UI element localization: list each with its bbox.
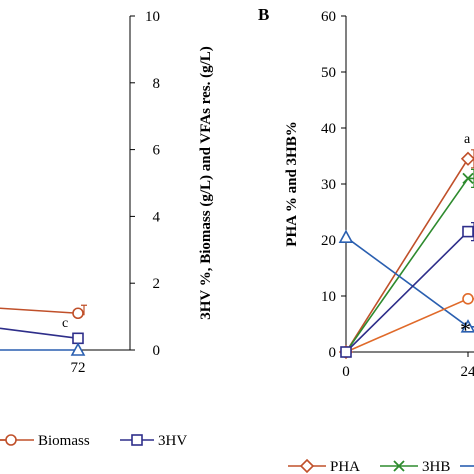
- panel-b-y-tick-label: 50: [321, 65, 336, 81]
- panel-b-series: [338, 149, 474, 360]
- legend-right-swatch-marker: [393, 460, 405, 472]
- panel-b-error-bar: [471, 222, 474, 242]
- panel-b-y-tick-label: 0: [329, 345, 337, 361]
- panel-b-y-tick-label: 30: [321, 177, 336, 193]
- panel-b-label: B: [258, 5, 269, 24]
- panel-b-y-ticks: 0 10 20 30 40 50 60: [321, 9, 346, 361]
- panel-a-series-line: [0, 307, 79, 315]
- legend-right-label: 3HB: [422, 459, 450, 474]
- panel-a-error-bar: [81, 304, 87, 316]
- panel-b-y-tick-label: 40: [321, 121, 336, 137]
- legend-left-label: 3HV: [158, 433, 187, 449]
- legend-left: Biomass 3HV: [0, 433, 187, 449]
- panel-a-series-line: [0, 327, 79, 340]
- panel-b-point: [462, 225, 474, 238]
- panel-b-y-tick-label: 60: [321, 9, 336, 25]
- panel-b-point: [338, 229, 354, 243]
- legend-right-swatch-marker: [299, 458, 315, 474]
- legend-left-swatch-marker: [5, 434, 17, 446]
- panel-a-y-tick-label: 6: [153, 143, 161, 159]
- legend-left-label: Biomass: [38, 433, 90, 449]
- panel-a-series: [0, 304, 87, 356]
- panel-b-series-line: [345, 177, 474, 353]
- panel-b-annotation-a: a: [464, 132, 471, 147]
- panel-a-y-tick-label: 10: [145, 9, 160, 25]
- panel-b-y-tick-label: 10: [321, 289, 336, 305]
- panel-b-error-bar: [471, 168, 474, 188]
- panel-a-x-tick-label: 72: [71, 360, 86, 376]
- panel-a: 72 0 2 4 6 8 10 3HV %, Biomass (g/L) and VFAs…: [0, 9, 214, 376]
- legend-right-label: PHA: [330, 459, 360, 474]
- panel-b-point: [340, 346, 352, 358]
- panel-a-y-tick-label: 4: [153, 209, 161, 225]
- panel-b-series-line: [345, 158, 474, 353]
- panel-b-point: [460, 319, 474, 333]
- panel-b-y-axis-label: PHA % and 3HB%: [284, 121, 300, 246]
- panel-b: B 0 24 0 10 20 30 40 50 60 PHA % and 3HB% a *: [258, 5, 474, 380]
- panel-b-point: [462, 292, 474, 305]
- panel-a-y-tick-label: 2: [153, 276, 161, 292]
- panel-b-error-bar: [471, 149, 474, 169]
- panel-a-y-ticks: 0 2 4 6 8 10: [130, 9, 161, 359]
- panel-b-annotation-star: *: [460, 317, 471, 342]
- legend-left-swatch-marker: [131, 434, 143, 446]
- panel-b-x-tick-label-0: 0: [342, 364, 350, 380]
- legend-right: PHA 3HB: [288, 458, 474, 474]
- panel-a-point: [70, 342, 86, 356]
- panel-b-x-tick-label-24: 24: [461, 364, 474, 380]
- panel-a-point: [72, 307, 84, 320]
- panel-b-y-tick-label: 20: [321, 233, 336, 249]
- panel-a-annotation: c: [62, 316, 68, 331]
- panel-b-point: [460, 151, 474, 166]
- panel-a-y-axis-label: 3HV %, Biomass (g/L) and VFAs res. (g/L): [198, 46, 214, 320]
- panel-a-point: [72, 332, 84, 345]
- panel-b-point: [462, 172, 474, 185]
- panel-a-y-tick-label: 8: [153, 76, 161, 92]
- panel-a-y-tick-label: 0: [153, 343, 161, 359]
